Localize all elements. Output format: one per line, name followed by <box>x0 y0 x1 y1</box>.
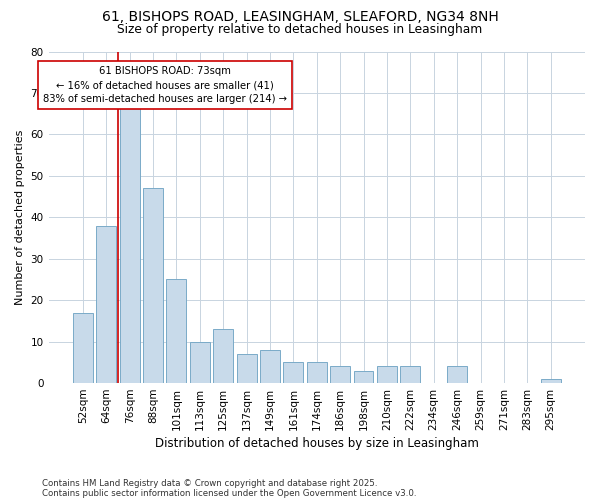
Bar <box>400 366 420 383</box>
Bar <box>307 362 327 383</box>
Bar <box>190 342 210 383</box>
Bar <box>143 188 163 383</box>
Text: 61, BISHOPS ROAD, LEASINGHAM, SLEAFORD, NG34 8NH: 61, BISHOPS ROAD, LEASINGHAM, SLEAFORD, … <box>101 10 499 24</box>
Text: 61 BISHOPS ROAD: 73sqm
← 16% of detached houses are smaller (41)
83% of semi-det: 61 BISHOPS ROAD: 73sqm ← 16% of detached… <box>43 66 287 104</box>
Bar <box>236 354 257 383</box>
Bar <box>260 350 280 383</box>
Bar <box>120 101 140 383</box>
Text: Contains public sector information licensed under the Open Government Licence v3: Contains public sector information licen… <box>42 488 416 498</box>
Text: Contains HM Land Registry data © Crown copyright and database right 2025.: Contains HM Land Registry data © Crown c… <box>42 478 377 488</box>
Bar <box>330 366 350 383</box>
X-axis label: Distribution of detached houses by size in Leasingham: Distribution of detached houses by size … <box>155 437 479 450</box>
Bar <box>97 226 116 383</box>
Text: Size of property relative to detached houses in Leasingham: Size of property relative to detached ho… <box>118 22 482 36</box>
Bar <box>213 329 233 383</box>
Bar <box>541 379 560 383</box>
Bar <box>353 370 373 383</box>
Bar <box>377 366 397 383</box>
Bar <box>447 366 467 383</box>
Y-axis label: Number of detached properties: Number of detached properties <box>15 130 25 305</box>
Bar <box>73 312 93 383</box>
Bar <box>166 280 187 383</box>
Bar <box>283 362 304 383</box>
